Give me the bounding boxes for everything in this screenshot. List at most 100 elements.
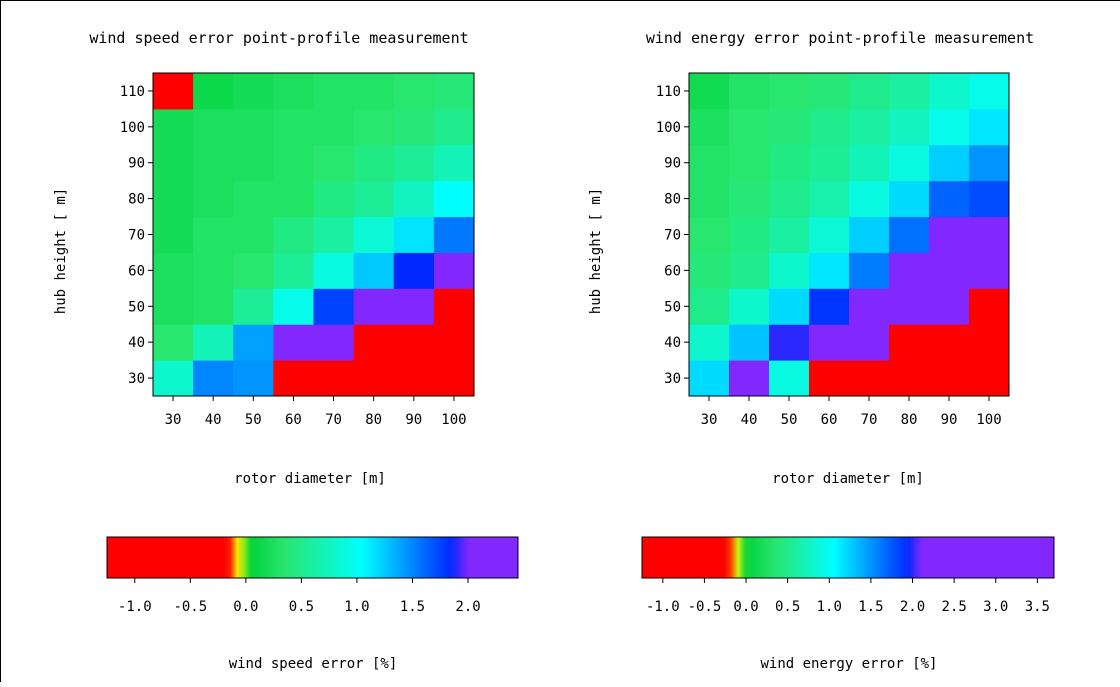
heatmap-cell [193,73,234,110]
heatmap-cell [353,216,395,253]
x-tick-label: 60 [285,412,302,428]
y-tick-label: 40 [128,335,145,351]
colorbar-label-speed: wind speed error [%] [229,656,398,672]
x-tick-label: 80 [901,412,918,428]
heatmap-cell [313,144,355,182]
heatmap-cell [809,144,850,182]
heatmap-cell [193,252,234,289]
heatmap-cell [809,216,850,253]
heatmap-cell [689,216,730,253]
heatmap-cell [969,288,1010,325]
heatmap-cell [313,73,355,110]
heatmap-cell [353,324,395,361]
heatmap-cell [849,180,890,218]
colorbar-tick-label: -0.5 [173,599,207,615]
heatmap-cell [969,360,1010,397]
heatmap-cell [153,108,194,146]
heatmap-cell [849,252,890,289]
heatmap-cell [313,180,355,218]
colorbar-tick-label: -1.0 [646,599,680,615]
heatmap-cell [689,180,730,218]
heatmap-cell [809,73,850,110]
heatmap-cell [809,252,850,289]
heatmap-cell [849,288,890,325]
heatmap-cell [969,252,1010,289]
x-tick-label: 90 [941,412,958,428]
heatmap-cell [233,108,274,146]
heatmap-cell [193,144,234,182]
colorbar-tick-label: -1.0 [118,599,152,615]
x-axis-label-energy: rotor diameter [m] [772,471,924,487]
heatmap-cell [889,216,930,253]
y-tick-label: 60 [128,263,145,279]
heatmap-cell [393,288,435,325]
colorbar-tick-label: 1.5 [858,599,883,615]
heatmap-cell [433,108,475,146]
x-tick-label: 40 [741,412,758,428]
heatmap-cell [433,252,475,289]
heatmap-cell [769,252,810,289]
heatmap-cell [393,108,435,146]
heatmap-cell [313,288,355,325]
x-tick-label: 70 [861,412,878,428]
heatmap-cell [393,180,435,218]
heatmap-cell [433,324,475,361]
y-tick-label: 50 [664,299,681,315]
heatmap-cell [729,108,770,146]
heatmap-cell [233,288,274,325]
heatmap-cell [969,324,1010,361]
heatmap-cell [889,108,930,146]
y-tick-label: 110 [656,84,681,100]
heatmap-cell [769,288,810,325]
y-tick-label: 80 [128,192,145,208]
heatmap-cell [849,73,890,110]
colorbar-label-energy: wind energy error [%] [760,656,937,672]
heatmap-cell [689,108,730,146]
heatmap-cell [393,324,435,361]
heatmap-cell [809,288,850,325]
heatmap-cell [769,108,810,146]
x-tick-label: 100 [441,412,466,428]
heatmap-cell [153,73,194,110]
heatmap-cell [849,360,890,397]
colorbar-tick-label: 2.0 [900,599,925,615]
heatmap-cell [769,144,810,182]
x-tick-label: 50 [245,412,262,428]
heatmap-cell [233,360,274,397]
x-axis-label-speed: rotor diameter [m] [234,471,386,487]
heatmap-cell [233,73,274,110]
colorbar-tick-label: 0.0 [233,599,258,615]
heatmap-cell [889,360,930,397]
x-tick-label: 30 [165,412,182,428]
heatmap-cell [689,324,730,361]
colorbar-tick-label: 3.0 [983,599,1008,615]
heatmap-cell [153,144,194,182]
heatmap-cell [929,216,970,253]
heatmap-cell [433,360,475,397]
heatmap-cell [969,144,1010,182]
heatmap-cell [193,108,234,146]
colorbar-tick-label: 2.0 [455,599,480,615]
heatmap-cell [889,73,930,110]
heatmap-cell [889,324,930,361]
heatmap-cell [969,216,1010,253]
heatmap-cell [729,144,770,182]
colorbar-tick-label: 2.5 [941,599,966,615]
heatmap-cell [689,144,730,182]
heatmap-cell [929,73,970,110]
heatmap-cell [393,252,435,289]
colorbar-tick-label: 1.0 [344,599,369,615]
heatmap-cell [393,216,435,253]
heatmap-cell [729,252,770,289]
chart-title-energy: wind energy error point-profile measurem… [646,29,1034,47]
heatmap-cell [849,108,890,146]
y-axis-label-energy: hub height [ m] [588,188,604,314]
x-tick-label: 100 [976,412,1001,428]
heatmap-cell [929,324,970,361]
heatmap-cell [969,108,1010,146]
colorbar-tick-label: 1.5 [400,599,425,615]
heatmap-cell [433,180,475,218]
heatmap-cell [889,180,930,218]
y-tick-label: 80 [664,192,681,208]
